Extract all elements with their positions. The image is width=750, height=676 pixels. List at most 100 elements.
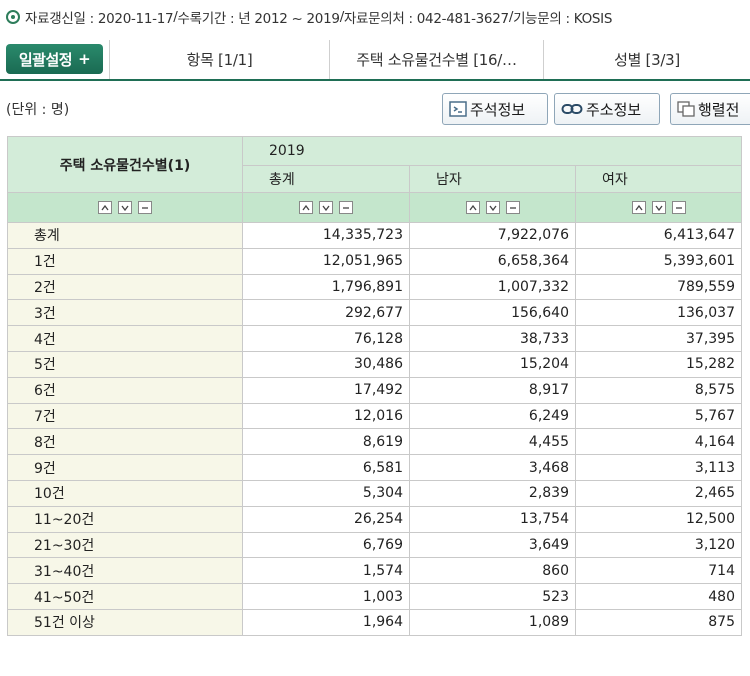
table-row: 6건 17,492 8,917 8,575 — [7, 376, 742, 404]
table-cell: 15,204 — [409, 350, 576, 378]
table-row: 9건 6,581 3,468 3,113 — [7, 454, 742, 481]
year-header: 2019 — [242, 136, 742, 166]
sort-controls — [575, 192, 742, 223]
table-cell: 26,254 — [242, 505, 410, 533]
bulk-settings-button[interactable]: 일괄설정 + — [6, 44, 103, 74]
table-cell: 714 — [575, 557, 742, 585]
table-row: 1건 12,051,965 6,658,364 5,393,601 — [7, 247, 742, 275]
table-row: 31~40건 1,574 860 714 — [7, 557, 742, 585]
sort-controls — [409, 192, 576, 223]
pivot-label: 행렬전 — [698, 100, 740, 119]
table-cell: 76,128 — [242, 325, 410, 352]
table-row: 총계 14,335,723 7,922,076 6,413,647 — [7, 222, 742, 249]
table-body: 총계 14,335,723 7,922,076 6,413,647 1건 12,051,9… — [7, 222, 742, 636]
table-cell: 5,304 — [242, 479, 410, 507]
table-cell: 7,922,076 — [409, 222, 576, 249]
table-cell: 1,964 — [242, 608, 410, 636]
table-row: 11~20건 26,254 13,754 12,500 — [7, 505, 742, 533]
sort-down-icon[interactable] — [651, 201, 666, 214]
table-cell: 6,769 — [242, 531, 410, 559]
table-cell: 292,677 — [242, 299, 410, 327]
tab-housing-count[interactable]: 주택 소유물건수별 [16/… — [329, 40, 543, 79]
table-cell: 875 — [575, 608, 742, 636]
table-cell: 6,658,364 — [409, 247, 576, 275]
table-cell: 14,335,723 — [242, 222, 410, 249]
pivot-icon — [677, 101, 695, 117]
table-row: 21~30건 6,769 3,649 3,120 — [7, 531, 742, 559]
row-label: 1건 — [7, 247, 243, 275]
settings-tab-bar: 일괄설정 + 항목 [1/1] 주택 소유물건수별 [16/… 성별 [3/3] — [0, 40, 750, 81]
unit-label: (단위 : 명) — [6, 102, 70, 118]
row-header-housing-count: 주택 소유물건수별(1) — [7, 136, 243, 193]
row-label: 4건 — [7, 325, 243, 352]
table-row: 2건 1,796,891 1,007,332 789,559 — [7, 273, 742, 301]
table-cell: 1,089 — [409, 608, 576, 636]
sort-up-icon[interactable] — [465, 201, 480, 214]
row-label: 총계 — [7, 222, 243, 249]
tab-gender[interactable]: 성별 [3/3] — [543, 40, 750, 79]
sort-up-icon[interactable] — [98, 201, 112, 214]
table-cell: 30,486 — [242, 350, 410, 378]
table-cell: 17,492 — [242, 376, 410, 404]
table-row: 10건 5,304 2,839 2,465 — [7, 479, 742, 507]
table-cell: 480 — [575, 583, 742, 610]
table-cell: 13,754 — [409, 505, 576, 533]
info-bar: 자료갱신일 : 2020-11-17 / 수록기간 : 년 2012 ~ 201… — [0, 0, 750, 33]
table-cell: 5,393,601 — [575, 247, 742, 275]
table-cell: 523 — [409, 583, 576, 610]
table-row: 4건 76,128 38,733 37,395 — [7, 325, 742, 352]
row-label: 6건 — [7, 376, 243, 404]
table-cell: 12,051,965 — [242, 247, 410, 275]
col-header-male: 남자 — [409, 165, 576, 193]
tab-item[interactable]: 항목 [1/1] — [109, 40, 329, 79]
plus-icon: + — [78, 50, 91, 68]
collapse-icon[interactable] — [339, 201, 353, 214]
table-cell: 8,917 — [409, 376, 576, 404]
col-header-female: 여자 — [575, 165, 742, 193]
row-label: 8건 — [7, 428, 243, 456]
row-label: 5건 — [7, 350, 243, 378]
row-label: 2건 — [7, 273, 243, 301]
row-label: 7건 — [7, 402, 243, 430]
table-cell: 6,413,647 — [575, 222, 742, 249]
sort-down-icon[interactable] — [118, 201, 132, 214]
table-row: 8건 8,619 4,455 4,164 — [7, 428, 742, 456]
function-contact: 기능문의 : KOSIS — [513, 10, 613, 27]
collapse-icon[interactable] — [671, 201, 686, 214]
table-cell: 4,455 — [409, 428, 576, 456]
statistics-table: 주택 소유물건수별(1) 2019 총계 남자 여자 총계 14,335,723 7… — [7, 136, 742, 636]
row-label: 9건 — [7, 454, 243, 481]
collapse-icon[interactable] — [505, 201, 520, 214]
row-label: 11~20건 — [7, 505, 243, 533]
table-cell: 1,007,332 — [409, 273, 576, 301]
source-info-label: 주소정보 — [586, 100, 642, 119]
table-cell: 156,640 — [409, 299, 576, 327]
sort-down-icon[interactable] — [319, 201, 333, 214]
table-cell: 12,016 — [242, 402, 410, 430]
pivot-button[interactable]: 행렬전 — [670, 93, 750, 125]
row-label: 3건 — [7, 299, 243, 327]
row-label: 51건 이상 — [7, 608, 243, 636]
updated-date: 자료갱신일 : 2020-11-17 — [25, 10, 174, 27]
table-cell: 4,164 — [575, 428, 742, 456]
table-cell: 2,839 — [409, 479, 576, 507]
note-info-button[interactable]: 주석정보 — [442, 93, 548, 125]
table-cell: 15,282 — [575, 350, 742, 378]
table-cell: 860 — [409, 557, 576, 585]
row-label: 41~50건 — [7, 583, 243, 610]
source-info-button[interactable]: 주소정보 — [554, 93, 660, 125]
sort-control-row — [7, 192, 742, 223]
table-cell: 1,796,891 — [242, 273, 410, 301]
collapse-icon[interactable] — [138, 201, 152, 214]
table-cell: 2,465 — [575, 479, 742, 507]
row-label: 21~30건 — [7, 531, 243, 559]
collection-period: 수록기간 : 년 2012 ~ 2019 — [177, 10, 340, 27]
sort-down-icon[interactable] — [485, 201, 500, 214]
table-row: 3건 292,677 156,640 136,037 — [7, 299, 742, 327]
table-cell: 136,037 — [575, 299, 742, 327]
sort-up-icon[interactable] — [631, 201, 646, 214]
sort-controls — [242, 192, 410, 223]
table-cell: 5,767 — [575, 402, 742, 430]
sort-up-icon[interactable] — [299, 201, 313, 214]
contact-info: 자료문의처 : 042-481-3627 — [343, 10, 509, 27]
